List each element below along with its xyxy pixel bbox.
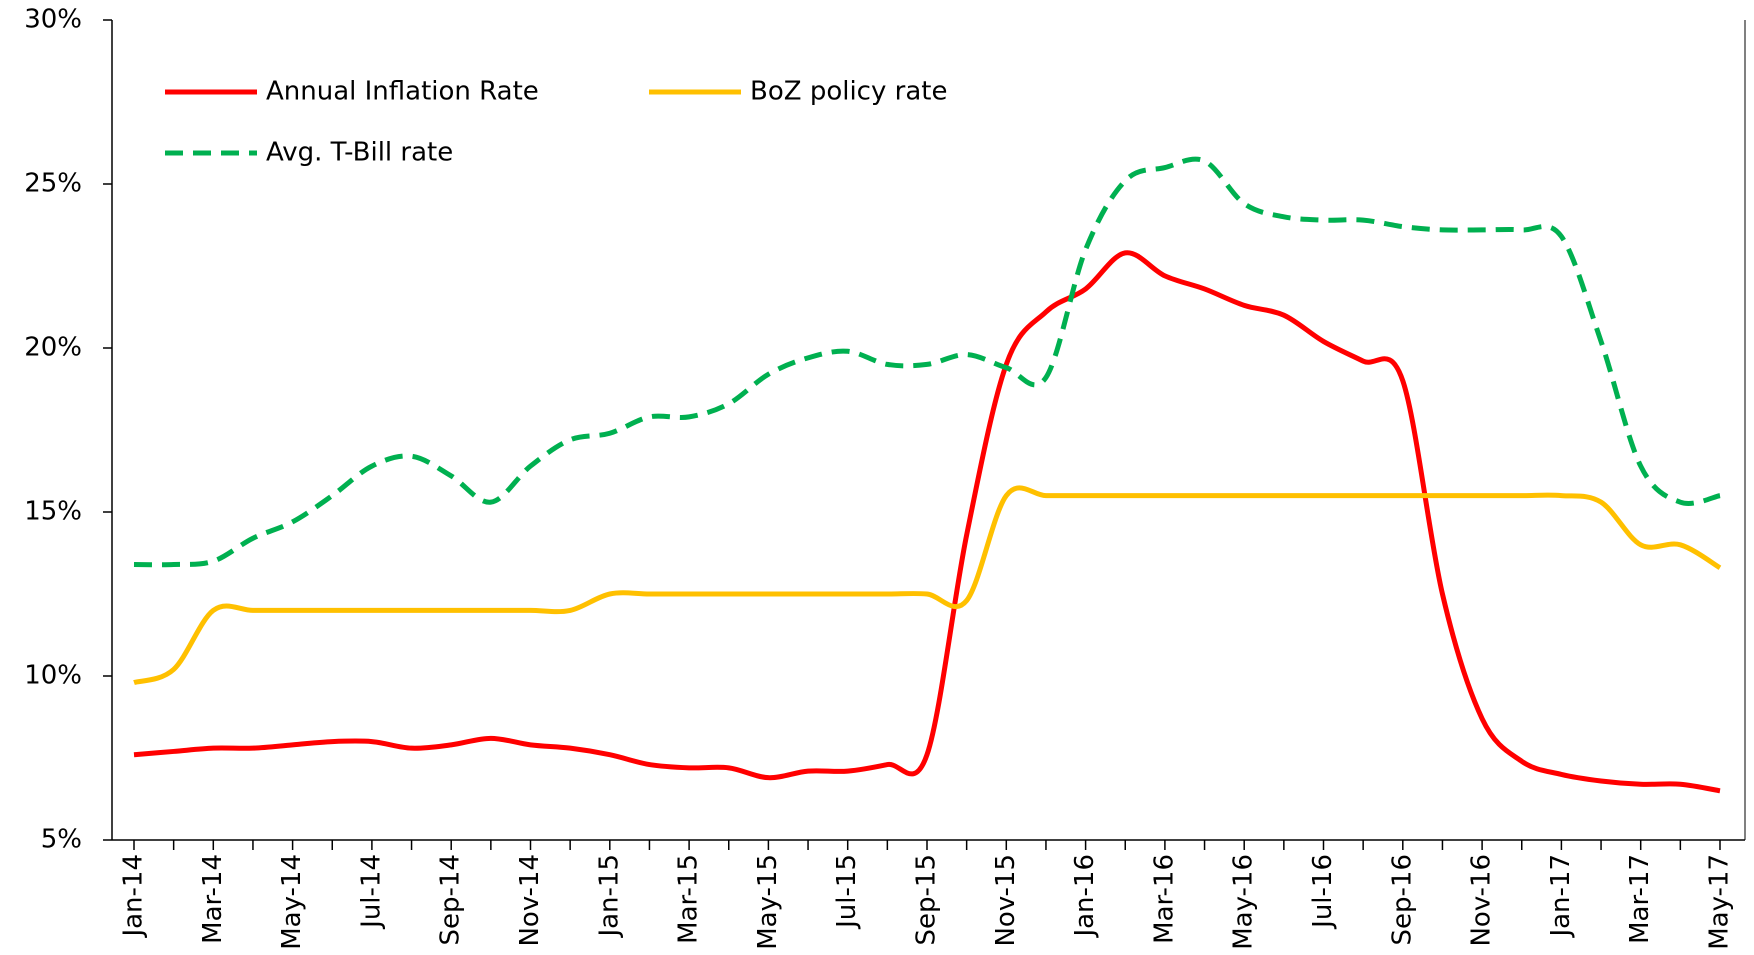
series-line [133,485,1722,685]
x-tick-label: Mar-17 [1625,854,1655,944]
x-tick-label: May-15 [753,854,783,950]
x-tick-label: Jan-15 [594,854,624,939]
x-tick-label: May-16 [1229,854,1259,950]
x-tick-label: Nov-14 [515,854,545,947]
x-tick-label: Jan-14 [119,854,149,939]
legend-label: Avg. T-Bill rate [266,138,453,168]
x-tick-label: Nov-16 [1467,854,1497,947]
x-tick-label: Sep-15 [912,854,942,945]
x-tick-label: Jan-17 [1546,854,1576,939]
x-tick-label: Jul-14 [356,854,386,930]
y-tick-label: 20% [24,333,82,363]
legend-label: Annual Inflation Rate [266,77,539,107]
series-line [133,156,1721,568]
x-tick-label: May-17 [1705,854,1735,950]
y-tick-label: 30% [24,5,82,35]
x-tick-label: Nov-15 [991,854,1021,947]
x-tick-label: Mar-16 [1149,854,1179,944]
y-tick-label: 25% [24,169,82,199]
x-tick-label: Jul-16 [1308,854,1338,930]
x-tick-label: Jul-15 [832,854,862,930]
x-tick-label: Mar-15 [674,854,704,944]
x-tick-label: Mar-14 [198,854,228,944]
x-tick-label: Sep-14 [436,854,466,945]
x-tick-label: Jan-16 [1070,854,1100,939]
y-tick-label: 10% [24,661,82,691]
x-tick-label: May-14 [277,854,307,950]
y-tick-label: 5% [41,825,82,855]
x-tick-label: Sep-16 [1387,854,1417,945]
series-line [133,250,1721,794]
y-tick-label: 15% [24,497,82,527]
legend-label: BoZ policy rate [750,77,947,107]
